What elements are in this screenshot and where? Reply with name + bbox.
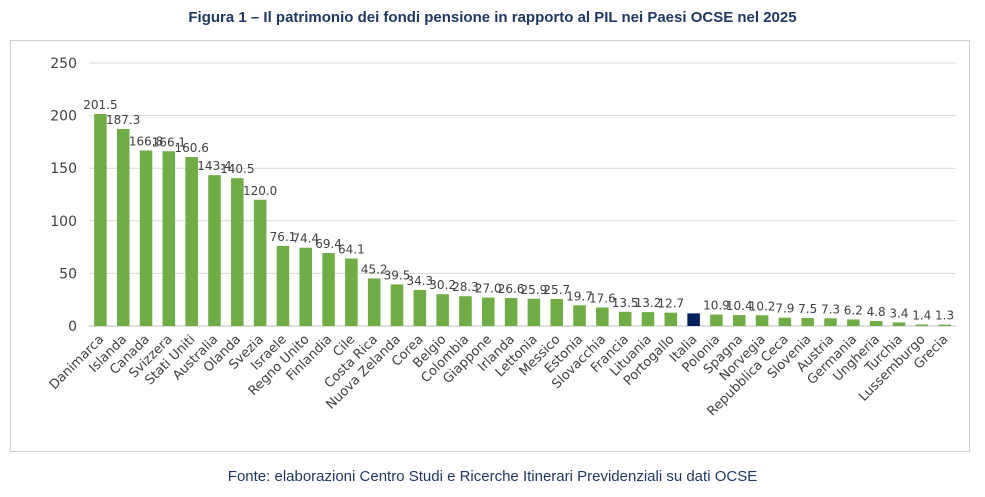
data-label: 10.4 (726, 299, 753, 313)
bar-portogallo (664, 312, 678, 326)
bars (94, 114, 951, 326)
bar-estonia (573, 305, 586, 326)
data-label: 19.7 (566, 289, 593, 303)
bar-costa-rica (367, 278, 381, 326)
bar-olanda (231, 178, 244, 326)
data-label: 76.1 (270, 230, 297, 244)
bar-svezia (253, 199, 267, 326)
data-label: 10.2 (749, 299, 776, 313)
bar-norvegia (755, 315, 769, 326)
bar-corea (413, 289, 427, 326)
y-axis: 0 50 100 150 200 250 (50, 56, 77, 335)
data-label: 45.2 (361, 262, 388, 276)
bar-slovacchia (596, 307, 609, 326)
data-label: 7.9 (775, 302, 794, 316)
y-tick-label: 200 (50, 109, 77, 125)
data-label: 120.0 (243, 184, 277, 198)
data-label: 28.3 (452, 280, 479, 294)
y-tick-label: 0 (68, 319, 77, 335)
bar-islanda (116, 128, 130, 326)
bar-israele (276, 245, 290, 326)
data-label: 160.6 (174, 141, 208, 155)
data-label: 34.3 (406, 274, 433, 288)
data-label: 143.4 (197, 159, 231, 173)
bar-austria (824, 318, 837, 326)
bar-belgio (436, 294, 449, 326)
data-label: 27.0 (475, 282, 502, 296)
bar-spagna (732, 315, 746, 326)
data-label: 7.3 (821, 302, 840, 316)
data-label: 25.9 (521, 283, 548, 297)
data-label: 201.5 (83, 98, 117, 112)
bar-turchia (892, 322, 906, 326)
bar-cile (345, 258, 358, 326)
bar-nuova-zelanda (390, 284, 404, 326)
data-label: 6.2 (844, 303, 863, 317)
data-label: 13.5 (612, 296, 639, 310)
data-label: 1.3 (935, 309, 954, 323)
data-label: 12.7 (657, 297, 684, 311)
bar-svizzera (162, 151, 176, 326)
bar-finlandia (322, 252, 335, 326)
chart-frame: 0 50 100 150 200 250 201.5 187.3 166.8 166.1 160.… (10, 40, 970, 452)
y-tick-label: 150 (50, 161, 77, 177)
data-label: 26.6 (498, 282, 525, 296)
data-label: 64.1 (338, 243, 365, 257)
bar-francia (618, 311, 632, 326)
bar-ungheria (869, 320, 883, 326)
data-label: 4.8 (867, 305, 886, 319)
bar-lussemburgo (915, 324, 929, 326)
bar-irlanda (504, 298, 518, 326)
bar-lituania (641, 312, 655, 326)
bar-polonia (710, 314, 723, 326)
data-label: 166.1 (152, 135, 186, 149)
bar-giappone (482, 297, 495, 326)
data-label: 74.4 (292, 232, 319, 246)
bar-colombia (459, 296, 472, 326)
data-label: 166.8 (129, 135, 163, 149)
chart-title: Figura 1 – Il patrimonio dei fondi pensi… (188, 9, 797, 26)
y-tick-label: 50 (59, 266, 77, 282)
data-label: 3.4 (889, 306, 908, 320)
y-tick-label: 100 (50, 214, 77, 230)
data-label: 10.9 (703, 299, 730, 313)
y-tick-label: 250 (50, 56, 77, 72)
bar-regno-unito (299, 247, 313, 326)
data-label: 187.3 (106, 113, 140, 127)
bar-germania (847, 319, 860, 326)
data-label: 7.5 (798, 302, 817, 316)
source-note: Fonte: elaborazioni Centro Studi e Ricer… (227, 468, 758, 485)
data-label: 30.2 (429, 278, 456, 292)
data-label: 25.7 (543, 283, 570, 297)
data-label: 39.5 (384, 268, 411, 282)
data-label: 69.4 (315, 237, 342, 251)
data-label: 1.4 (912, 309, 931, 323)
data-label: 17.6 (589, 291, 616, 305)
bar-messico (550, 298, 563, 326)
bar-grecia (938, 324, 951, 326)
data-label: 140.5 (220, 162, 254, 176)
bar-italia (687, 313, 700, 326)
bar-canada (139, 150, 153, 326)
bar-danimarca (94, 114, 107, 326)
bar-lettonia (527, 298, 541, 326)
bar-slovenia (801, 318, 814, 326)
data-label: 13.2 (635, 296, 662, 310)
bar-australia (208, 175, 221, 326)
bar-repubblica-ceca (778, 317, 792, 326)
bar-stati-uniti (185, 157, 198, 326)
